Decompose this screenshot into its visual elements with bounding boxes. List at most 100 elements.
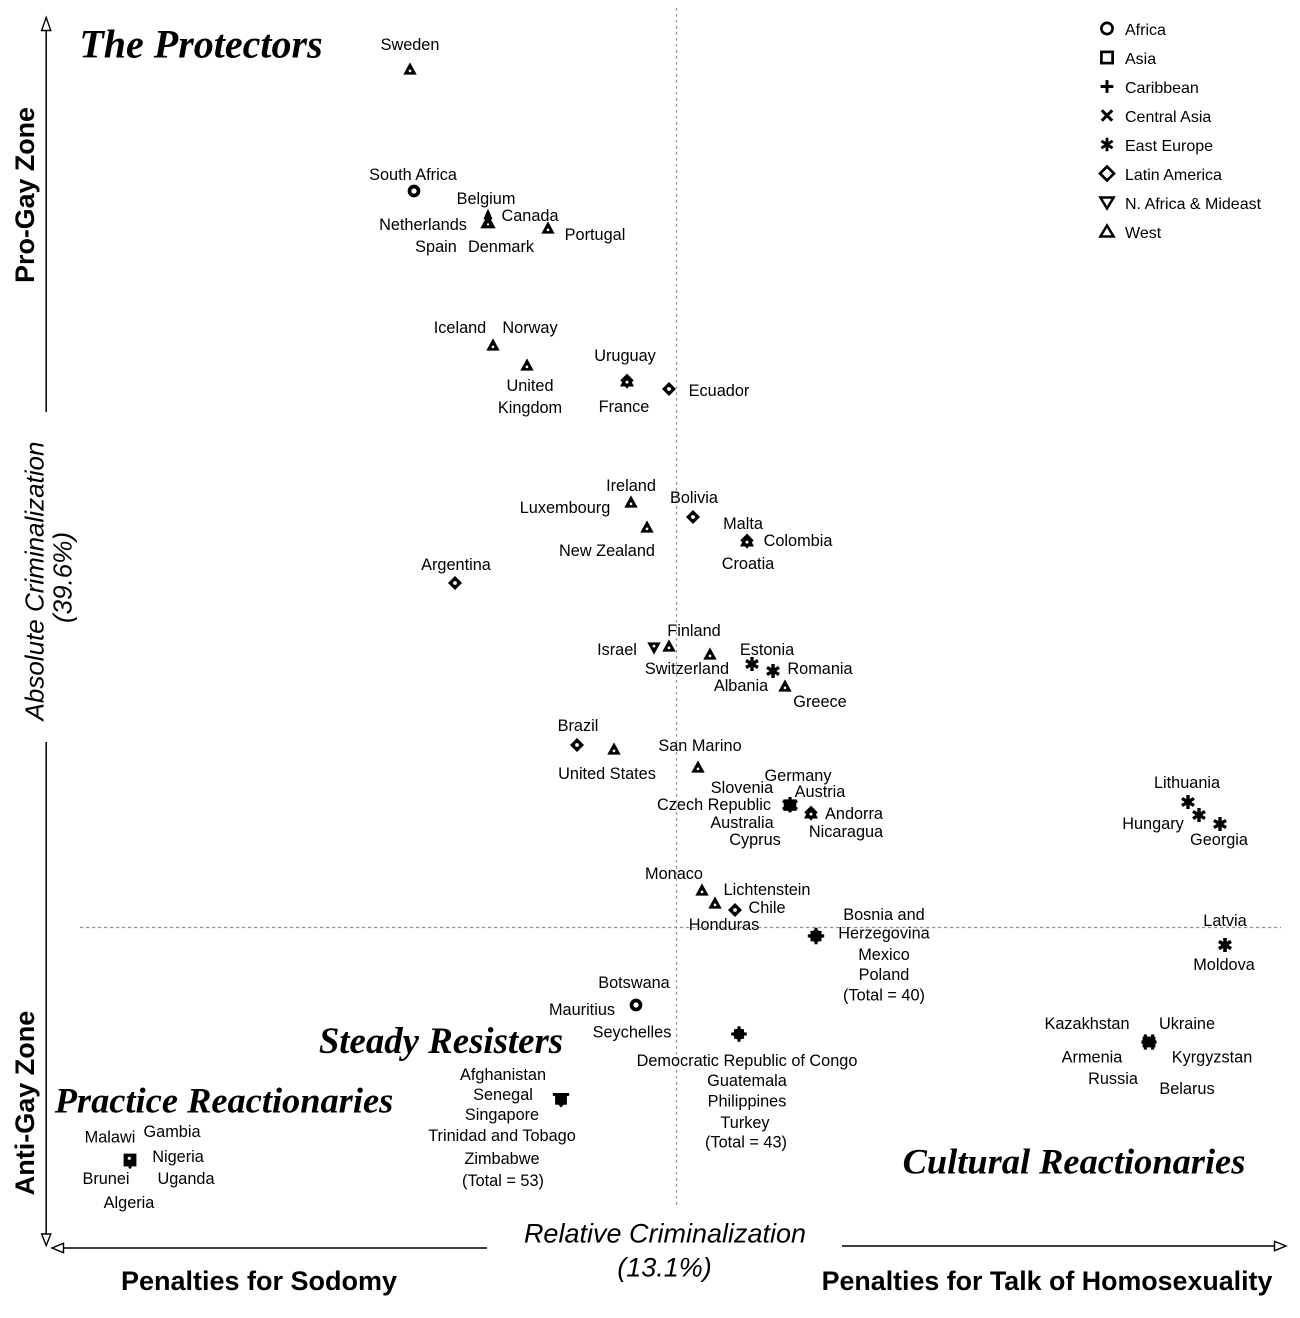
svg-text:Zimbabwe: Zimbabwe xyxy=(464,1150,539,1168)
svg-text:United States: United States xyxy=(558,765,656,783)
svg-text:Nigeria: Nigeria xyxy=(152,1148,205,1166)
svg-text:Bolivia: Bolivia xyxy=(670,489,719,507)
svg-text:Brunei: Brunei xyxy=(82,1170,129,1188)
svg-text:Trinidad and Tobago: Trinidad and Tobago xyxy=(428,1127,576,1145)
svg-text:Philippines: Philippines xyxy=(708,1093,787,1111)
svg-text:Belarus: Belarus xyxy=(1159,1080,1214,1098)
svg-text:(39.6%): (39.6%) xyxy=(48,532,78,623)
svg-text:Slovenia: Slovenia xyxy=(711,779,774,797)
svg-text:Argentina: Argentina xyxy=(421,556,492,574)
svg-text:Finland: Finland xyxy=(667,622,720,640)
svg-text:The Protectors: The Protectors xyxy=(79,22,322,67)
svg-text:Turkey: Turkey xyxy=(720,1114,770,1132)
svg-text:Relative Criminalization: Relative Criminalization xyxy=(524,1219,806,1249)
svg-text:San Marino: San Marino xyxy=(658,737,741,755)
svg-text:Austria: Austria xyxy=(795,783,847,801)
svg-text:Kazakhstan: Kazakhstan xyxy=(1044,1015,1129,1033)
svg-text:N. Africa & Mideast: N. Africa & Mideast xyxy=(1125,196,1262,213)
svg-text:New Zealand: New Zealand xyxy=(559,542,655,560)
svg-text:(Total = 53): (Total = 53) xyxy=(462,1172,544,1190)
svg-text:Luxembourg: Luxembourg xyxy=(520,499,611,517)
svg-text:Mauritius: Mauritius xyxy=(549,1001,615,1019)
svg-text:Africa: Africa xyxy=(1125,22,1166,39)
svg-text:Portugal: Portugal xyxy=(565,226,626,244)
svg-text:Central Asia: Central Asia xyxy=(1125,109,1211,126)
svg-text:Andorra: Andorra xyxy=(825,805,884,823)
svg-text:Malawi: Malawi xyxy=(85,1129,136,1147)
svg-text:East Europe: East Europe xyxy=(1125,138,1213,155)
svg-text:Penalties for Talk of Homosexu: Penalties for Talk of Homosexuality xyxy=(822,1266,1273,1296)
svg-text:Lichtenstein: Lichtenstein xyxy=(724,881,811,899)
svg-text:Cyprus: Cyprus xyxy=(729,831,781,849)
svg-text:Iceland: Iceland xyxy=(434,319,487,337)
svg-text:(Total = 40): (Total = 40) xyxy=(843,987,925,1005)
svg-text:Australia: Australia xyxy=(710,814,774,832)
svg-text:Anti-Gay Zone: Anti-Gay Zone xyxy=(10,1011,40,1196)
svg-text:Absolute Criminalization: Absolute Criminalization xyxy=(20,442,50,723)
svg-text:Canada: Canada xyxy=(501,207,559,225)
svg-text:Chile: Chile xyxy=(748,899,785,917)
svg-text:Romania: Romania xyxy=(787,660,853,678)
svg-text:Pro-Gay Zone: Pro-Gay Zone xyxy=(10,107,40,283)
svg-text:Lithuania: Lithuania xyxy=(1154,774,1221,792)
svg-text:Hungary: Hungary xyxy=(1122,815,1184,833)
svg-text:Estonia: Estonia xyxy=(740,641,795,659)
svg-text:Ireland: Ireland xyxy=(606,477,656,495)
svg-text:Kyrgyzstan: Kyrgyzstan xyxy=(1172,1049,1253,1067)
svg-text:West: West xyxy=(1125,225,1162,242)
svg-text:Spain: Spain xyxy=(415,238,457,256)
svg-text:Herzegovina: Herzegovina xyxy=(838,925,930,943)
svg-text:Caribbean: Caribbean xyxy=(1125,80,1199,97)
svg-text:Georgia: Georgia xyxy=(1190,831,1249,849)
svg-text:Democratic Republic of Congo: Democratic Republic of Congo xyxy=(637,1052,858,1070)
svg-text:Czech Republic: Czech Republic xyxy=(657,796,771,814)
svg-text:Switzerland: Switzerland xyxy=(645,660,729,678)
svg-text:Botswana: Botswana xyxy=(598,974,670,992)
svg-text:Russia: Russia xyxy=(1088,1070,1139,1088)
svg-text:Honduras: Honduras xyxy=(689,916,760,934)
svg-text:Gambia: Gambia xyxy=(143,1123,201,1141)
svg-text:Steady Resisters: Steady Resisters xyxy=(319,1020,563,1061)
svg-text:Monaco: Monaco xyxy=(645,865,703,883)
svg-text:Brazil: Brazil xyxy=(558,717,599,735)
svg-text:Uganda: Uganda xyxy=(157,1170,215,1188)
svg-text:Latin America: Latin America xyxy=(1125,167,1222,184)
svg-text:Ukraine: Ukraine xyxy=(1159,1015,1215,1033)
svg-text:Belgium: Belgium xyxy=(457,190,516,208)
svg-text:Algeria: Algeria xyxy=(104,1194,156,1212)
svg-text:Denmark: Denmark xyxy=(468,238,535,256)
svg-text:Poland: Poland xyxy=(859,966,910,984)
svg-text:Asia: Asia xyxy=(1125,51,1156,68)
svg-text:Nicaragua: Nicaragua xyxy=(809,823,884,841)
svg-text:United: United xyxy=(506,377,553,395)
svg-text:Bosnia and: Bosnia and xyxy=(843,906,924,924)
svg-text:Israel: Israel xyxy=(597,641,637,659)
svg-text:Practice Reactionaries: Practice Reactionaries xyxy=(54,1081,394,1121)
svg-text:Guatemala: Guatemala xyxy=(707,1072,788,1090)
svg-text:Singapore: Singapore xyxy=(465,1106,539,1124)
svg-text:Sweden: Sweden xyxy=(381,36,440,54)
svg-text:Mexico: Mexico xyxy=(858,946,910,964)
svg-text:Moldova: Moldova xyxy=(1193,956,1255,974)
svg-text:Norway: Norway xyxy=(502,319,558,337)
svg-text:(Total = 43): (Total = 43) xyxy=(705,1134,787,1152)
svg-text:Afghanistan: Afghanistan xyxy=(460,1066,546,1084)
svg-text:Uruguay: Uruguay xyxy=(594,347,656,365)
svg-text:Germany: Germany xyxy=(765,767,833,785)
svg-text:South Africa: South Africa xyxy=(369,166,458,184)
svg-text:Croatia: Croatia xyxy=(722,555,775,573)
svg-text:Greece: Greece xyxy=(793,693,846,711)
svg-text:Kingdom: Kingdom xyxy=(498,399,562,417)
svg-text:Netherlands: Netherlands xyxy=(379,216,467,234)
svg-text:Armenia: Armenia xyxy=(1062,1049,1124,1067)
svg-text:Albania: Albania xyxy=(714,677,769,695)
svg-text:Seychelles: Seychelles xyxy=(593,1024,672,1042)
svg-text:Latvia: Latvia xyxy=(1203,912,1247,930)
svg-text:Ecuador: Ecuador xyxy=(689,382,750,400)
svg-text:Colombia: Colombia xyxy=(764,532,834,550)
svg-text:France: France xyxy=(599,398,650,416)
svg-text:Malta: Malta xyxy=(723,515,764,533)
svg-text:Senegal: Senegal xyxy=(473,1086,533,1104)
svg-text:Penalties for Sodomy: Penalties for Sodomy xyxy=(121,1266,397,1296)
svg-text:Cultural Reactionaries: Cultural Reactionaries xyxy=(903,1142,1246,1182)
